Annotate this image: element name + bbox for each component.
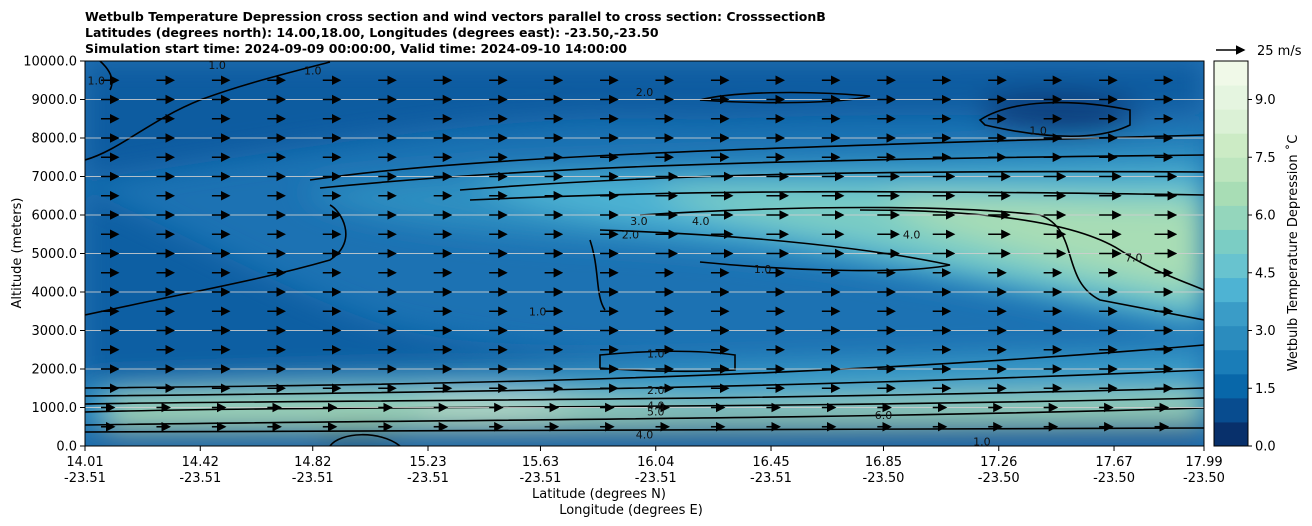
x-tick-label-lat: 17.26 <box>980 455 1017 470</box>
x-tick-label-lon: -23.51 <box>635 471 677 486</box>
colorbar-segment <box>1214 181 1248 206</box>
colorbar-segment <box>1214 229 1248 254</box>
contour-label: 7.0 <box>1125 251 1143 264</box>
contour-label: 1.0 <box>304 65 322 78</box>
wind-key: 25 m/s <box>1216 44 1302 59</box>
colorbar-tick-label: 0.0 <box>1255 440 1276 455</box>
colorbar-tick-label: 1.5 <box>1255 382 1276 397</box>
x-tick-label-lat: 16.85 <box>865 455 902 470</box>
y-tick-label: 9000.0 <box>32 93 78 108</box>
contour-label: 1.0 <box>529 305 547 318</box>
x-tick-label-lat: 14.42 <box>182 455 219 470</box>
colorbar-segment <box>1214 277 1248 303</box>
y-tick-label: 0.0 <box>56 440 77 455</box>
contour-label: 4.0 <box>647 400 665 413</box>
contour-label: 5.0 <box>647 405 665 418</box>
x-tick-label-lat: 15.63 <box>522 455 559 470</box>
x-tick-label-lon: -23.51 <box>292 471 334 486</box>
contour-label: 2.0 <box>636 86 654 99</box>
colorbar-tick-label: 9.0 <box>1255 93 1276 108</box>
y-axis-label: Altitude (meters) <box>10 198 25 309</box>
x-tick-label-lat: 16.45 <box>752 455 789 470</box>
y-tick-label: 7000.0 <box>32 170 78 185</box>
colorbar-segment <box>1214 157 1248 182</box>
colorbar-tick-label: 3.0 <box>1255 324 1276 339</box>
y-tick-label: 3000.0 <box>32 324 78 339</box>
contour-label: 1.0 <box>1029 124 1047 137</box>
contour-label: 2.0 <box>647 384 665 397</box>
y-tick-label: 5000.0 <box>32 247 78 262</box>
contour-label: 1.0 <box>87 74 105 87</box>
y-tick-label: 1000.0 <box>32 401 78 416</box>
colorbar-frame <box>1213 60 1249 447</box>
wind-vectors <box>101 75 1178 432</box>
x-axis: 14.01-23.5114.42-23.5114.82-23.5115.23-2… <box>64 446 1225 486</box>
colorbar-segment <box>1214 301 1248 327</box>
y-axis: 0.0 1000.0 2000.0 3000.0 4000.0 5000.0 6000.0 7… <box>23 55 85 455</box>
colorbar-segment <box>1214 397 1248 423</box>
colorbar-segment <box>1214 205 1248 230</box>
contour-label: 2.0 <box>622 228 640 241</box>
chart-title: Wetbulb Temperature Depression cross sec… <box>85 9 826 57</box>
colorbar-label: Wetbulb Temperature Depression ˚C <box>1285 135 1301 372</box>
wind-key-label: 25 m/s <box>1257 44 1302 59</box>
x-tick-label-lon: -23.50 <box>978 471 1020 486</box>
contour-labels: 1.01.0 1.02.01.03.02.04.04.07.01.01.01.02… <box>87 59 1143 448</box>
colorbar-segment <box>1214 349 1248 375</box>
y-tick-label: 8000.0 <box>32 132 78 147</box>
x-tick-label-lat: 14.82 <box>294 455 331 470</box>
contour-label: 1.0 <box>973 435 991 448</box>
colorbar: 0.0 1.5 3.0 4.5 6.0 7.5 9.0 <box>1213 60 1276 455</box>
x-tick-label-lat: 14.01 <box>66 455 103 470</box>
contour-label: 1.0 <box>208 59 226 72</box>
colorbar-segment <box>1214 133 1248 158</box>
colorbar-segment <box>1214 253 1248 279</box>
y-tick-label: 10000.0 <box>23 55 77 70</box>
x-tick-label-lon: -23.51 <box>179 471 221 486</box>
colorbar-segment <box>1214 61 1248 86</box>
x-axis-label-lat: Latitude (degrees N) <box>532 487 666 502</box>
colorbar-segment <box>1214 373 1248 399</box>
x-tick-label-lat: 17.99 <box>1185 455 1222 470</box>
x-tick-label-lon: -23.51 <box>520 471 562 486</box>
x-tick-label-lon: -23.50 <box>1093 471 1135 486</box>
colorbar-segment <box>1214 85 1248 110</box>
x-tick-label-lon: -23.50 <box>1183 471 1225 486</box>
contour-label: 1.0 <box>754 263 772 276</box>
x-axis-label-lon: Longitude (degrees E) <box>559 503 703 518</box>
contour-label: 4.0 <box>903 228 921 241</box>
contour-label: 6.0 <box>875 409 893 422</box>
contour-label: 1.0 <box>647 348 665 361</box>
colorbar-segment <box>1214 325 1248 351</box>
x-tick-label-lat: 16.04 <box>637 455 674 470</box>
x-tick-label-lat: 17.67 <box>1095 455 1132 470</box>
x-tick-label-lon: -23.50 <box>863 471 905 486</box>
x-tick-label-lon: -23.51 <box>750 471 792 486</box>
contour-label: 3.0 <box>630 215 648 228</box>
colorbar-tick-label: 4.5 <box>1255 266 1276 281</box>
contour-label: 4.0 <box>692 215 710 228</box>
title-line-1: Wetbulb Temperature Depression cross sec… <box>85 9 826 24</box>
contour-label: 4.0 <box>636 428 654 441</box>
x-tick-label-lon: -23.51 <box>64 471 106 486</box>
title-line-3: Simulation start time: 2024-09-09 00:00:… <box>85 41 627 56</box>
colorbar-segment <box>1214 109 1248 134</box>
y-tick-label: 6000.0 <box>32 209 78 224</box>
colorbar-tick-label: 7.5 <box>1255 151 1276 166</box>
colorbar-segment <box>1214 421 1248 447</box>
y-tick-label: 4000.0 <box>32 286 78 301</box>
x-tick-label-lon: -23.51 <box>407 471 449 486</box>
y-tick-label: 2000.0 <box>32 363 78 378</box>
x-tick-label-lat: 15.23 <box>409 455 446 470</box>
colorbar-tick-label: 6.0 <box>1255 209 1276 224</box>
title-line-2: Latitudes (degrees north): 14.00,18.00, … <box>85 25 659 40</box>
